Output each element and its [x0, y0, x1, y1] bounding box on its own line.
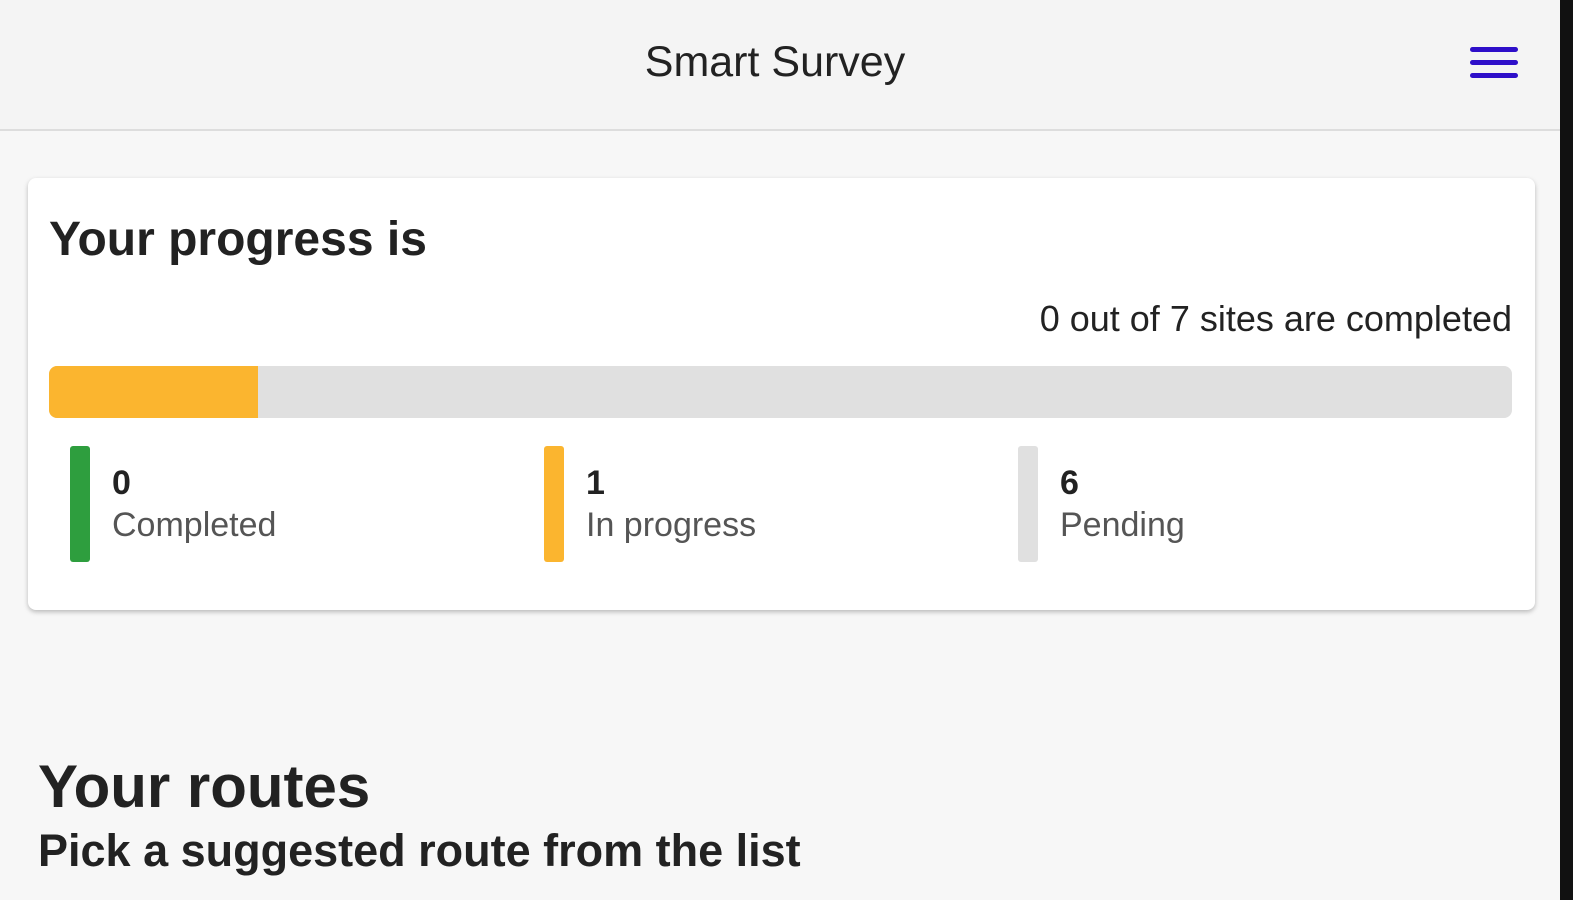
completed-label: Completed	[112, 506, 277, 544]
progress-bar	[49, 366, 1512, 418]
routes-heading: Your routes	[38, 753, 371, 820]
in-progress-swatch	[544, 446, 564, 562]
pending-label: Pending	[1060, 506, 1185, 544]
hamburger-menu-icon[interactable]	[1468, 45, 1520, 81]
in-progress-count: 1	[586, 464, 605, 502]
pending-swatch	[1018, 446, 1038, 562]
routes-subheading: Pick a suggested route from the list	[38, 825, 801, 876]
in-progress-label: In progress	[586, 506, 757, 544]
progress-card: Your progress is 0 out of 7 sites are co…	[28, 178, 1535, 610]
pending-count: 6	[1060, 464, 1079, 502]
completed-count: 0	[112, 464, 131, 502]
app-header: Smart Survey	[0, 0, 1560, 131]
completed-swatch	[70, 446, 90, 562]
progress-heading: Your progress is	[49, 213, 427, 266]
app-title: Smart Survey	[644, 38, 906, 86]
progress-bar-fill	[49, 366, 259, 418]
progress-summary: 0 out of 7 sites are completed	[1039, 298, 1512, 339]
screen-edge	[1560, 0, 1573, 900]
